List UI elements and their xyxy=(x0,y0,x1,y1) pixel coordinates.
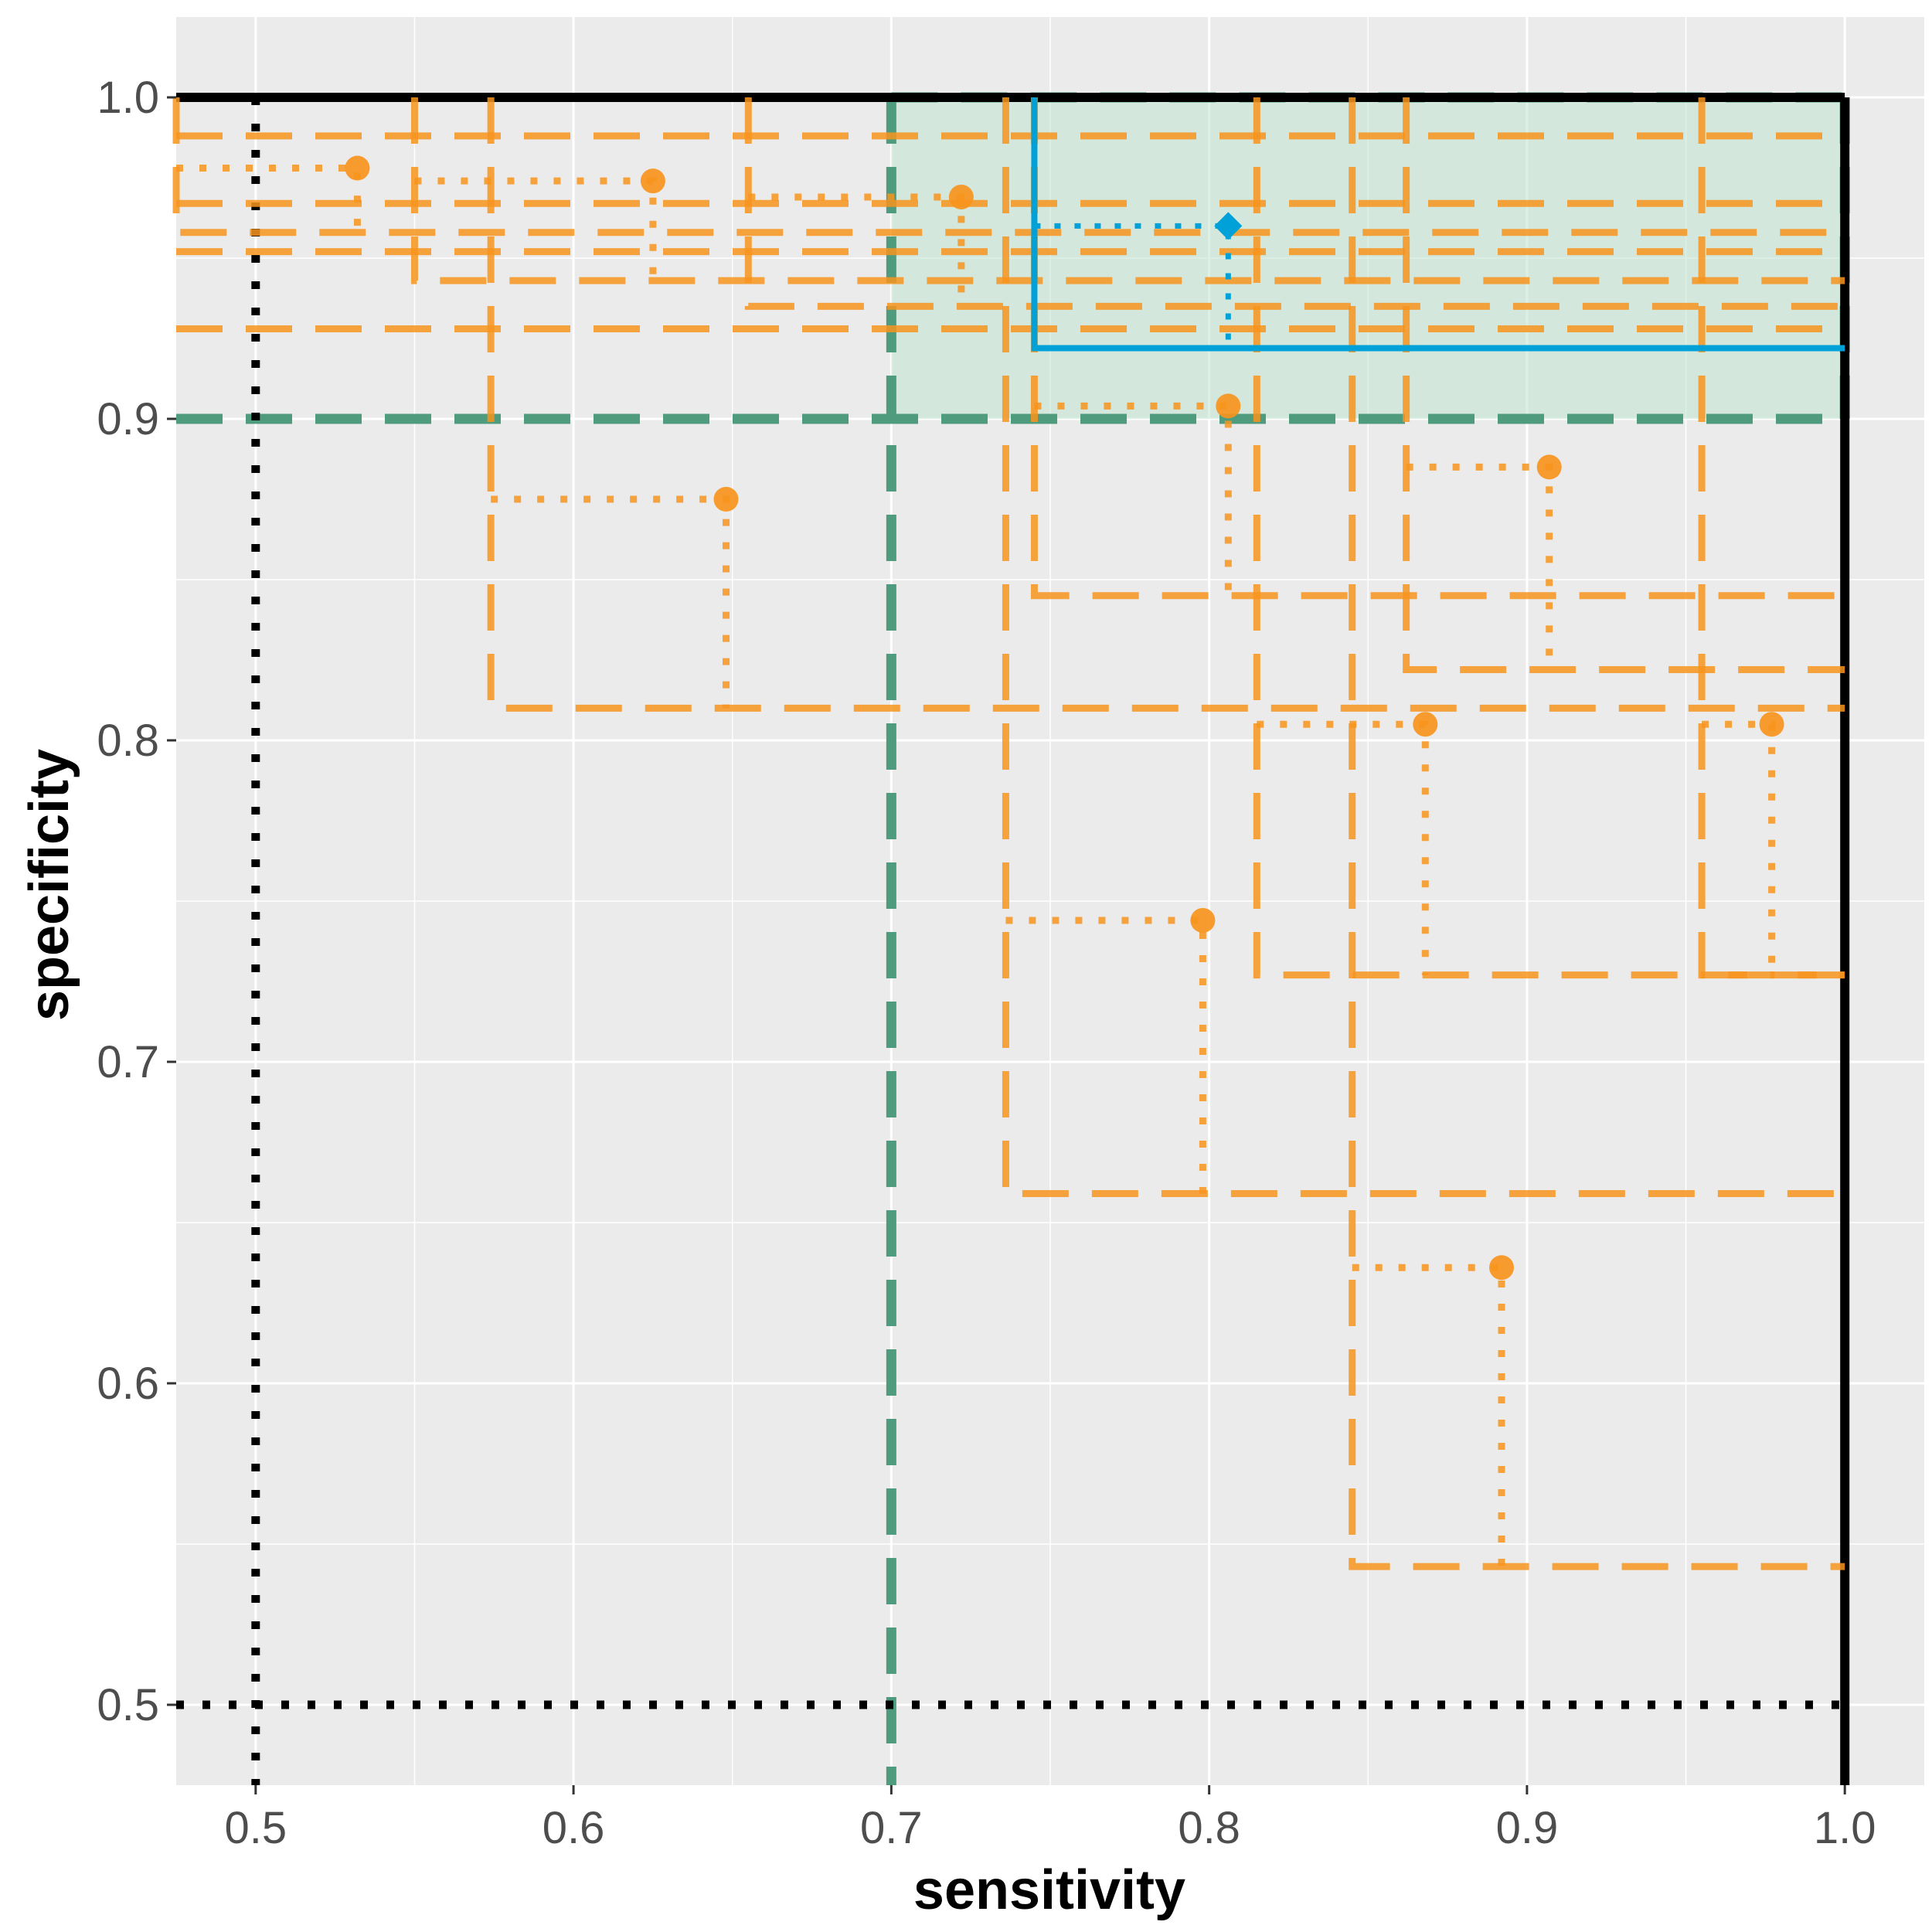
y-tick-label: 0.6 xyxy=(97,1359,159,1409)
x-tick-label: 0.5 xyxy=(224,1803,287,1853)
study-point-guide xyxy=(1352,1264,1505,1567)
x-tick-label: 1.0 xyxy=(1814,1803,1876,1853)
y-tick-label: 0.8 xyxy=(97,716,159,766)
study-point xyxy=(1489,1255,1515,1281)
study-point xyxy=(640,168,665,194)
x-axis-ticks: 0.5 0.6 0.7 0.8 0.9 1.0 xyxy=(224,1785,1876,1853)
study-point xyxy=(1759,712,1784,737)
pooled-ci-region xyxy=(1031,97,1845,352)
study-point xyxy=(345,155,370,181)
study-ci-region xyxy=(1349,97,1845,1570)
y-tick-label: 0.7 xyxy=(97,1037,159,1087)
y-tick-label: 0.9 xyxy=(97,394,159,444)
study-ci-region xyxy=(172,97,1845,236)
pooled-point-guide xyxy=(1034,223,1231,349)
reference-lines xyxy=(176,93,1850,1785)
x-tick-label: 0.9 xyxy=(1496,1803,1559,1853)
x-tick-label: 0.6 xyxy=(543,1803,605,1853)
study-point xyxy=(713,487,739,512)
study-ci-region xyxy=(1002,97,1845,1198)
study-point xyxy=(948,184,974,209)
y-axis-ticks: 0.5 0.6 0.7 0.8 0.9 1.0 xyxy=(97,73,176,1730)
y-tick-label: 0.5 xyxy=(97,1680,159,1730)
study-ci-region xyxy=(410,97,1845,284)
y-tick-label: 1.0 xyxy=(97,73,159,123)
study-point xyxy=(1216,393,1241,419)
x-tick-label: 0.8 xyxy=(1178,1803,1240,1853)
x-tick-label: 0.7 xyxy=(860,1803,923,1853)
study-ci-region xyxy=(744,97,1845,310)
target-region-fill xyxy=(891,97,1845,419)
study-ci-region xyxy=(1698,97,1845,979)
study-estimates xyxy=(172,97,1845,1570)
study-point xyxy=(1536,454,1562,480)
y-axis-title: specificity xyxy=(19,749,80,1021)
study-point xyxy=(1413,712,1438,737)
study-ci-region xyxy=(1253,97,1845,979)
pooled-estimate xyxy=(1031,97,1845,352)
x-axis-title: sensitivity xyxy=(913,1859,1185,1921)
pooled-point xyxy=(1214,212,1243,240)
study-point xyxy=(1190,907,1216,933)
